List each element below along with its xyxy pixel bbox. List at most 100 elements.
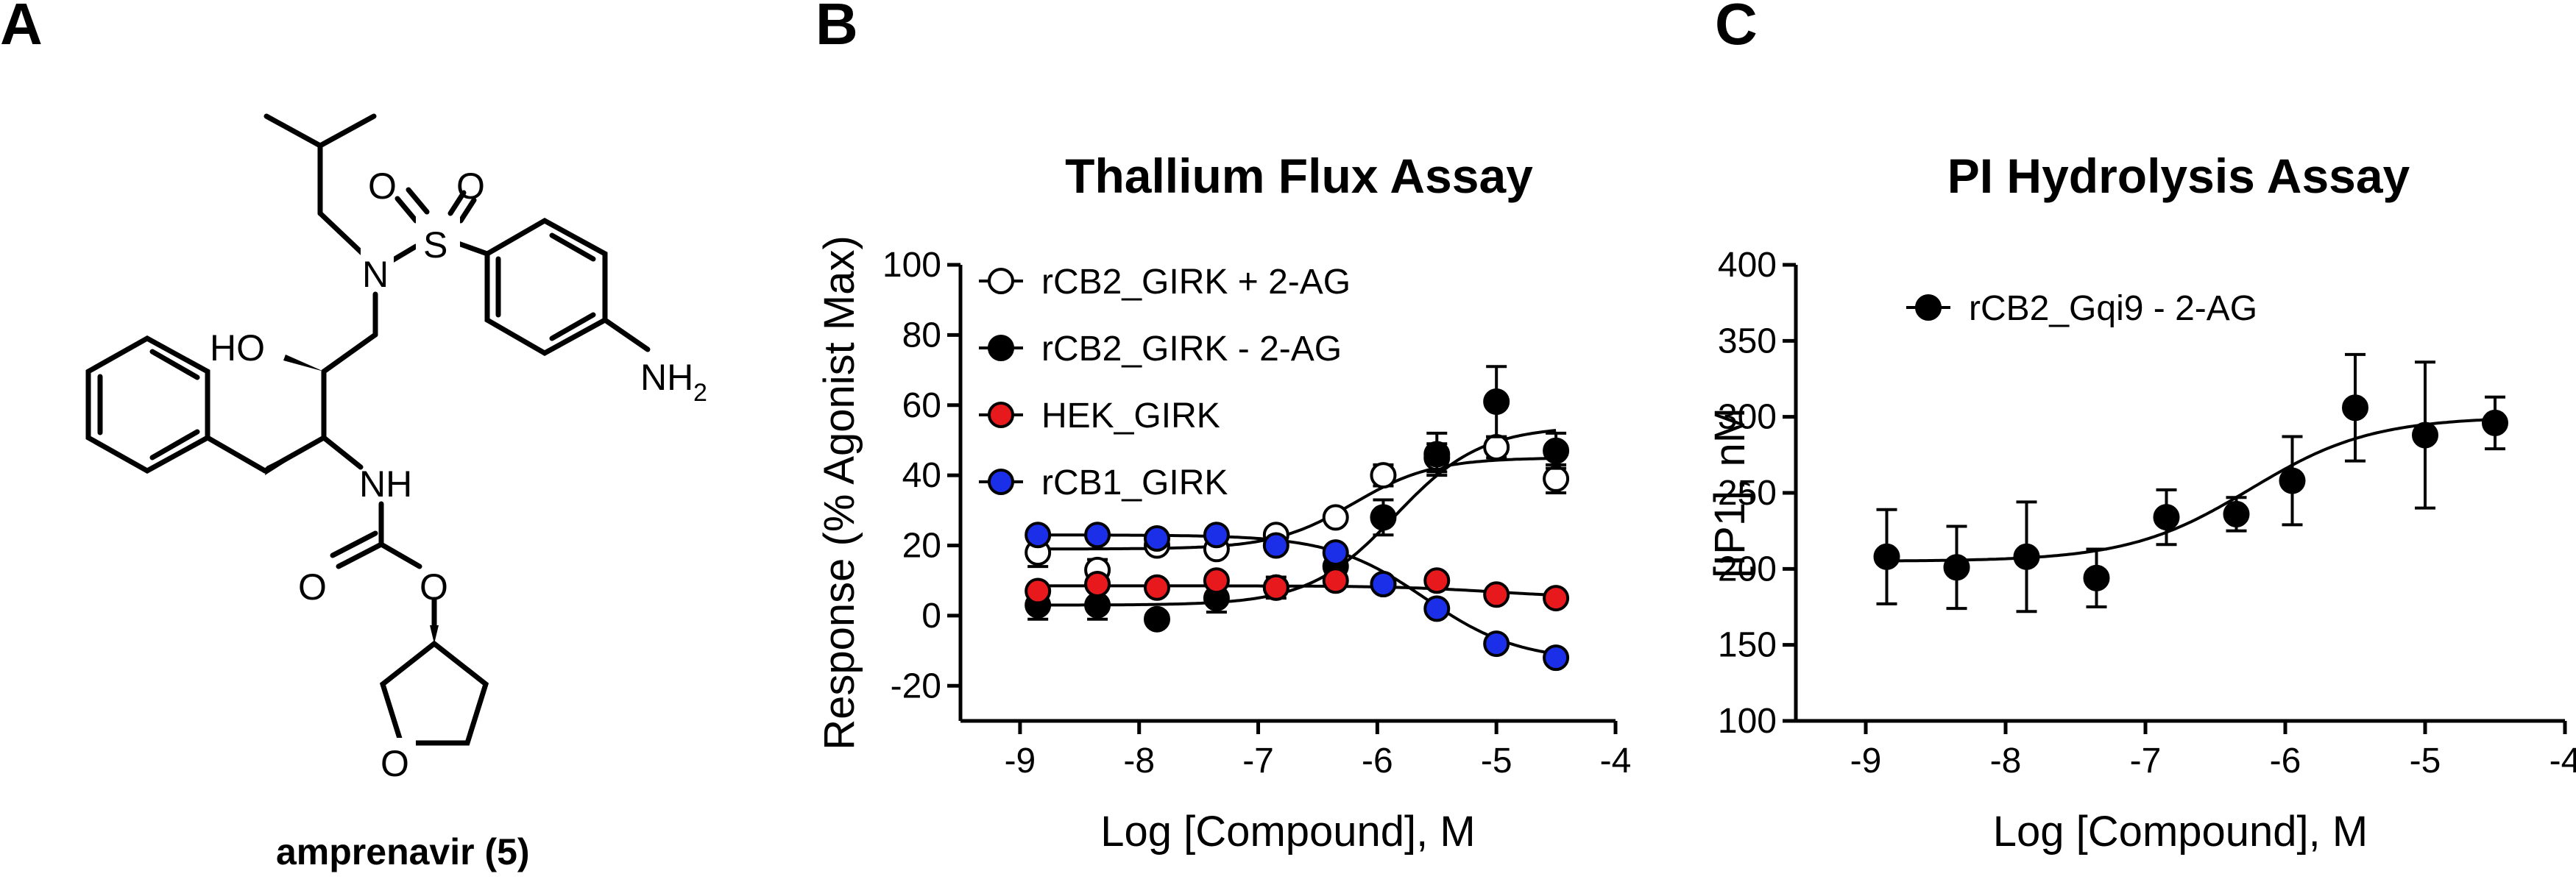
bond bbox=[602, 317, 651, 352]
data-point bbox=[2279, 467, 2306, 494]
data-point bbox=[1322, 504, 1349, 531]
data-point bbox=[1025, 522, 1052, 549]
y-tick-label: 200 bbox=[1718, 550, 1777, 588]
fit-curve bbox=[1038, 584, 1557, 597]
x-tick-label: -5 bbox=[1481, 741, 1512, 780]
data-point bbox=[1084, 522, 1111, 549]
data-point bbox=[1543, 437, 1570, 464]
legend-marker bbox=[988, 335, 1014, 361]
data-point bbox=[1483, 388, 1510, 415]
atom-o: O bbox=[298, 566, 327, 608]
wedge-bond bbox=[265, 438, 324, 475]
data-point bbox=[1423, 441, 1451, 468]
amprenavir-structure bbox=[85, 113, 651, 746]
atom-nh: NH bbox=[359, 463, 412, 505]
data-point bbox=[1322, 567, 1349, 594]
legend-label: rCB2_GIRK + 2-AG bbox=[1041, 263, 1351, 302]
data-point bbox=[2153, 504, 2180, 531]
legend-marker bbox=[1915, 294, 1942, 321]
data-point bbox=[1483, 630, 1510, 658]
x-tick-label: -9 bbox=[1005, 741, 1036, 780]
x-axis-label: Log [Compound], M bbox=[1993, 808, 2368, 856]
y-axis-label: Response (% Agonist Max) bbox=[815, 235, 863, 750]
y-tick-label: -20 bbox=[891, 666, 941, 705]
legend-label: rCB2_Gqi9 - 2-AG bbox=[1969, 289, 2257, 328]
bond bbox=[321, 332, 378, 374]
x-tick-label: -9 bbox=[1850, 741, 1882, 780]
data-point bbox=[1543, 465, 1570, 492]
atom-o: O bbox=[368, 166, 397, 207]
data-point bbox=[1144, 525, 1170, 552]
y-tick-label: 100 bbox=[882, 246, 941, 285]
y-tick-label: 80 bbox=[902, 316, 941, 355]
atom-labels: N S O O HO NH 2 NH O O O bbox=[210, 166, 707, 784]
data-point bbox=[1423, 595, 1451, 622]
x-axis-label: Log [Compound], M bbox=[1100, 808, 1475, 856]
y-axis-label: [IP1], nM bbox=[1706, 408, 1754, 578]
y-tick-label: 400 bbox=[1718, 246, 1777, 285]
bond bbox=[549, 312, 596, 341]
legend-label: rCB2_GIRK - 2-AG bbox=[1041, 330, 1342, 369]
bond bbox=[321, 435, 364, 470]
molecule-caption: amprenavir (5) bbox=[276, 831, 530, 872]
legend-label: rCB1_GIRK bbox=[1041, 463, 1228, 502]
y-tick-label: 40 bbox=[902, 456, 941, 495]
aniline-ring bbox=[484, 217, 608, 357]
bond bbox=[453, 240, 490, 257]
bond bbox=[330, 530, 378, 558]
panel-letter-a: A bbox=[0, 0, 43, 57]
atom-nh2-subscript: 2 bbox=[693, 379, 707, 407]
legend-marker bbox=[988, 402, 1014, 428]
fit-curve bbox=[1038, 457, 1557, 551]
atom-s: S bbox=[423, 224, 447, 266]
wedge-bond bbox=[283, 355, 324, 371]
data-point bbox=[1084, 571, 1111, 597]
chart-thallium-flux: Thallium Flux Assay Log [Compound], M Re… bbox=[815, 149, 1631, 856]
data-point bbox=[1943, 554, 1970, 581]
panel-letter-b: B bbox=[815, 0, 858, 57]
y-tick-label: 20 bbox=[902, 527, 941, 566]
y-tick-label: 350 bbox=[1718, 321, 1777, 360]
chart-pi-hydrolysis: PI Hydrolysis Assay Log [Compound], M [I… bbox=[1706, 149, 2576, 856]
atom-n: N bbox=[362, 254, 389, 295]
data-point bbox=[1322, 539, 1349, 566]
bond bbox=[263, 113, 323, 149]
data-point bbox=[2482, 409, 2508, 436]
x-tick-label: -8 bbox=[1123, 741, 1155, 780]
data-point bbox=[1025, 577, 1052, 605]
bond bbox=[378, 541, 422, 569]
legend-label: HEK_GIRK bbox=[1041, 396, 1220, 435]
x-tick-label: -7 bbox=[2130, 741, 2162, 780]
data-point bbox=[1543, 644, 1570, 672]
data-point bbox=[1483, 581, 1510, 608]
data-point bbox=[2412, 422, 2438, 449]
data-point bbox=[1262, 532, 1289, 559]
data-point bbox=[1144, 605, 1170, 633]
bond bbox=[394, 196, 419, 224]
bond bbox=[149, 349, 200, 380]
y-tick-label: 250 bbox=[1718, 474, 1777, 513]
chart-title: Thallium Flux Assay bbox=[1065, 149, 1533, 203]
x-tick-label: -8 bbox=[1990, 741, 2022, 780]
y-tick-label: 300 bbox=[1718, 398, 1777, 437]
data-point bbox=[1423, 567, 1451, 594]
data-point bbox=[1262, 574, 1289, 601]
bond bbox=[317, 210, 366, 257]
legend-marker bbox=[988, 268, 1014, 294]
x-tick-label: -6 bbox=[2270, 741, 2301, 780]
y-tick-label: 0 bbox=[921, 597, 941, 636]
data-point bbox=[1370, 462, 1397, 489]
y-tick-label: 150 bbox=[1718, 626, 1777, 665]
bond bbox=[458, 197, 477, 224]
atom-o: O bbox=[456, 166, 485, 207]
x-tick-label: -7 bbox=[1242, 741, 1274, 780]
data-point bbox=[1543, 585, 1570, 612]
data-point bbox=[1370, 571, 1397, 597]
panel-letter-c: C bbox=[1715, 0, 1758, 57]
wedge-bond bbox=[430, 625, 439, 644]
data-point bbox=[2013, 543, 2040, 570]
fit-curve bbox=[1038, 429, 1557, 607]
fit-curve bbox=[1038, 533, 1557, 655]
x-tick-label: -6 bbox=[1362, 741, 1393, 780]
